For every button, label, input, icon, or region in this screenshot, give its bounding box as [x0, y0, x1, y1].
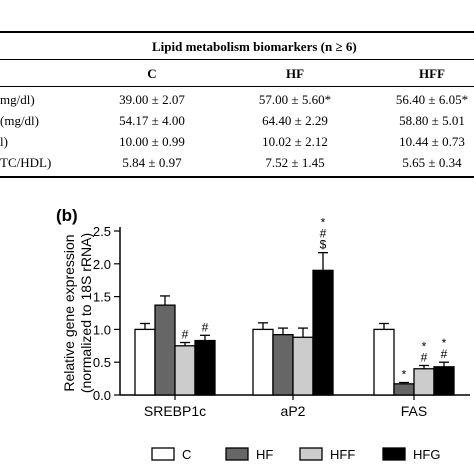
table-row-label: (mg/dl): [0, 113, 39, 128]
bar-hf-srebp1c: [154, 304, 176, 396]
x-category-label: FAS: [401, 403, 427, 419]
bar-hfg-ap2: [312, 269, 334, 396]
significance-mark: #: [320, 227, 327, 241]
significance-mark: #: [421, 350, 428, 364]
table-cell: 7.52 ± 1.45: [265, 155, 325, 170]
significance-mark: #: [202, 320, 209, 334]
table-row-label: mg/dl): [0, 92, 35, 107]
bar-hff-ap2: [292, 336, 314, 396]
panel-label: (b): [56, 206, 78, 225]
bar-hfg-fas: [433, 366, 455, 396]
significance-mark: *: [442, 336, 447, 350]
y-axis-title-line: (normalized to 18S rRNA): [78, 233, 94, 393]
y-tick-label: 1.0: [93, 322, 111, 337]
table-header-rule: [0, 86, 474, 87]
y-tick-label: 2.0: [93, 257, 111, 272]
table-bottom-rule: [0, 176, 474, 178]
legend-label-hf: HF: [256, 447, 273, 462]
table-cell: 64.40 ± 2.29: [262, 113, 328, 128]
significance-mark: *: [321, 216, 326, 230]
column-header-hff: HFF: [419, 66, 445, 81]
bar-c-fas: [373, 328, 395, 396]
table-cell: 10.00 ± 0.99: [119, 134, 185, 149]
column-header-hf: HF: [285, 66, 305, 81]
table-cell: 58.80 ± 5.01: [399, 113, 465, 128]
legend-label-hfg: HFG: [413, 447, 440, 462]
legend-swatch-hfg: [382, 447, 406, 461]
significance-mark: *: [402, 368, 407, 382]
legend-label-c: C: [182, 447, 191, 462]
y-tick-label: 1.5: [93, 290, 111, 305]
bar-hfg-srebp1c: [194, 339, 216, 396]
significance-mark: $: [320, 238, 327, 252]
y-tick-label: 2.5: [93, 224, 111, 239]
significance-mark: #: [182, 328, 189, 342]
bar-c-srebp1c: [134, 328, 156, 396]
table-cell: 54.17 ± 4.00: [119, 113, 185, 128]
table-title: Lipid metabolism biomarkers (n ≥ 6): [152, 39, 357, 54]
table-cell: 39.00 ± 2.07: [119, 92, 185, 107]
table-row-label: l): [0, 134, 8, 149]
bar-hff-srebp1c: [174, 345, 196, 396]
table-cell: 57.00 ± 5.60*: [258, 92, 332, 107]
table-cell: 10.02 ± 2.12: [262, 134, 328, 149]
table-cell: 10.44 ± 0.73: [399, 134, 465, 149]
legend-swatch-c: [151, 447, 175, 461]
significance-mark: *: [422, 339, 427, 353]
x-category-label: SREBP1c: [144, 403, 206, 419]
table-row-label: TC/HDL): [0, 155, 52, 170]
gene-expression-chart: (b) Relative gene expression (normalized t…: [56, 206, 470, 462]
table-cell: 56.40 ± 6.05*: [395, 92, 469, 107]
x-category-label: aP2: [281, 403, 306, 419]
bar-hf-fas: [393, 383, 415, 396]
y-tick-label: 0.5: [93, 355, 111, 370]
bar-c-ap2: [252, 328, 274, 396]
table-top-rule: [0, 31, 474, 33]
legend-swatch-hff: [299, 447, 323, 461]
bar-hff-fas: [413, 368, 435, 396]
y-tick-label: 0.0: [93, 388, 111, 403]
significance-mark: #: [441, 347, 448, 361]
table-title-rule: [0, 59, 474, 60]
legend-swatch-hf: [225, 447, 249, 461]
y-axis-title-line: Relative gene expression: [61, 234, 77, 391]
legend-label-hff: HFF: [330, 447, 355, 462]
table-cell: 5.84 ± 0.97: [122, 155, 182, 170]
biomarker-table: Lipid metabolism biomarkers (n ≥ 6) C HF…: [0, 0, 474, 190]
column-header-c: C: [147, 66, 157, 81]
bar-hf-ap2: [272, 333, 294, 396]
table-cell: 5.65 ± 0.34: [402, 155, 462, 170]
